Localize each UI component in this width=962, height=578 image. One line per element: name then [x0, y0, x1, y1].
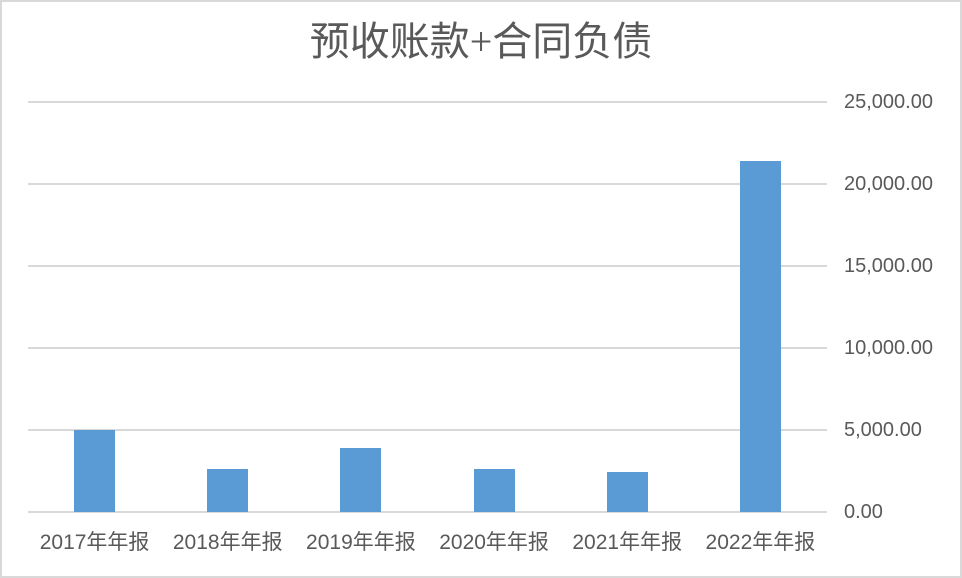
gridline — [28, 347, 827, 349]
bar-2020年年报 — [473, 469, 515, 512]
plot-area — [28, 101, 827, 513]
x-axis-category-label: 2017年年报 — [39, 531, 150, 554]
y-axis-tick-label: 5,000.00 — [844, 419, 922, 441]
y-axis-tick-label: 15,000.00 — [844, 255, 933, 277]
y-axis-tick-label: 25,000.00 — [844, 91, 933, 113]
x-axis-category-label: 2019年年报 — [306, 531, 416, 554]
chart-title: 预收账款+合同负债 — [309, 19, 653, 64]
gridline — [28, 511, 827, 513]
bar-2017年年报 — [74, 430, 116, 512]
gridline — [28, 265, 827, 267]
bar-2018年年报 — [207, 469, 249, 512]
x-axis-category-label: 2021年年报 — [572, 531, 683, 554]
gridline — [28, 101, 827, 103]
gridline — [28, 429, 827, 431]
x-axis-category-label: 2018年年报 — [172, 531, 283, 554]
bar-2021年年报 — [606, 472, 648, 512]
gridline — [28, 183, 827, 185]
bar-2022年年报 — [739, 161, 781, 512]
y-axis-tick-label: 20,000.00 — [844, 173, 933, 195]
y-axis-tick-label: 10,000.00 — [844, 337, 933, 359]
x-axis-category-label: 2022年年报 — [705, 531, 816, 554]
x-axis-category-label: 2020年年报 — [439, 531, 549, 554]
bar-2019年年报 — [340, 447, 382, 512]
y-axis-tick-label: 0.00 — [844, 501, 883, 523]
